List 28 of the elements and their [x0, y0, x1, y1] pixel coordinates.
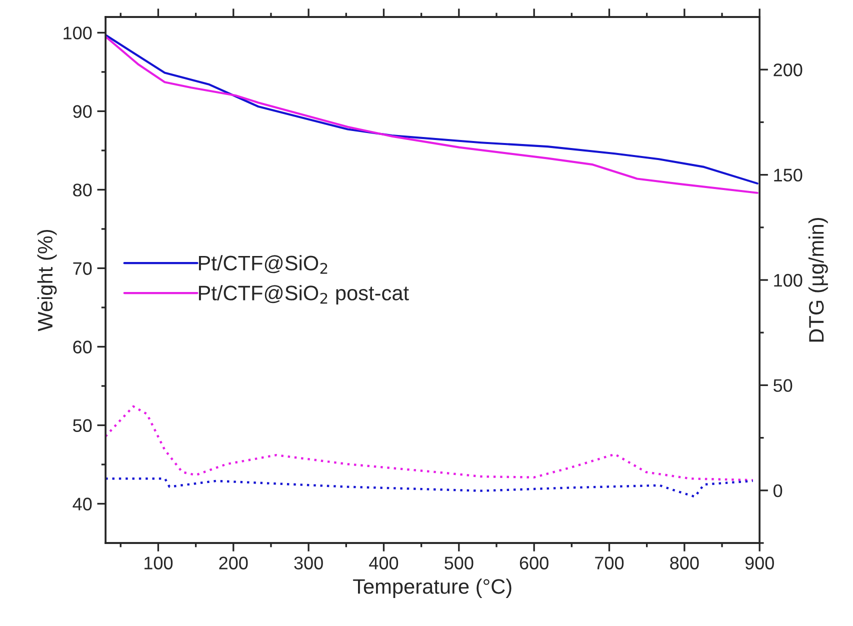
x-tick-label: 700 [595, 556, 624, 570]
x-tick-label: 600 [520, 556, 548, 570]
y2-tick-label: 100 [774, 274, 802, 287]
y2-tick-label: 150 [774, 168, 802, 182]
y2-tick-label: 0 [774, 484, 782, 498]
x-tick-label: 400 [369, 556, 398, 570]
line-series [106, 478, 754, 498]
line-series [106, 405, 754, 482]
x-tick-label: 100 [144, 556, 173, 570]
y2-tick-label: 200 [774, 64, 802, 76]
y2-axis-title: DTG (µg/min) [808, 218, 828, 342]
y-tick-label: 70 [73, 262, 92, 275]
x-tick-label: 300 [294, 556, 323, 570]
y-tick-label: 90 [73, 105, 92, 118]
x-tick-label: 900 [745, 556, 774, 570]
y2-tick-label: 50 [774, 379, 792, 392]
y-axis-title: Weight (%) [37, 230, 57, 332]
legend-label: Pt/CTF@SiO$_{2}$ post-cat [198, 285, 409, 305]
y-tick-label: 80 [73, 184, 92, 196]
y-tick-label: 50 [73, 419, 92, 432]
x-tick-label: 500 [444, 556, 474, 570]
y-tick-label: 40 [72, 498, 92, 510]
x-tick-label: 800 [670, 556, 699, 570]
legend-label: Pt/CTF@SiO$_{2}$ [198, 255, 328, 274]
x-tick-label: 200 [219, 556, 248, 570]
x-axis-title: Temperature (°C) [353, 578, 512, 598]
y-tick-label: 60 [73, 340, 92, 354]
y-tick-label: 100 [64, 26, 92, 40]
